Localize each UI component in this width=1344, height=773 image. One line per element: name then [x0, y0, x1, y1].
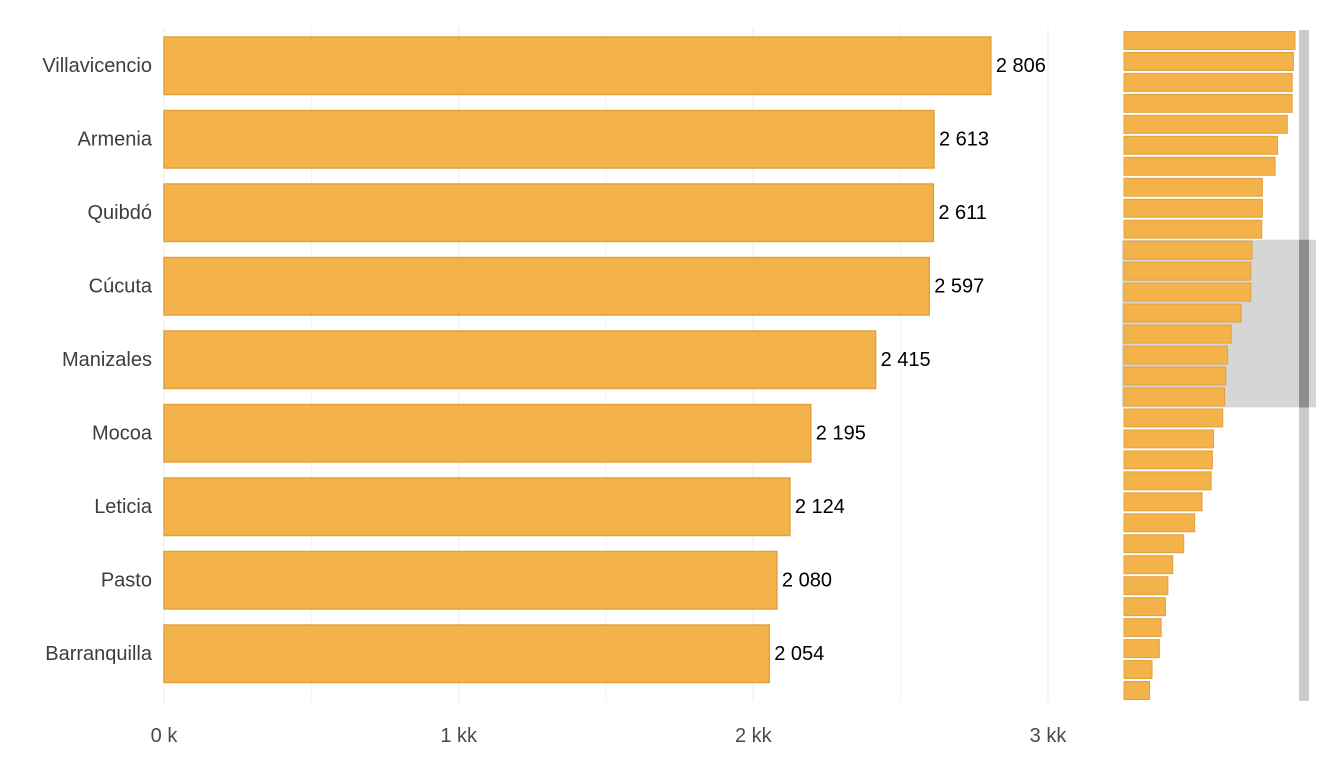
bar[interactable]: [163, 624, 770, 684]
overview-bar: [1123, 177, 1263, 197]
x-axis-ticks: 0 k 1 kk 2 kk 3 kk: [151, 725, 1068, 747]
overview-bar: [1123, 31, 1296, 50]
bar[interactable]: [163, 330, 877, 390]
bar[interactable]: [163, 477, 791, 537]
value-label: 2 080: [782, 569, 832, 591]
overview-bar: [1123, 618, 1162, 638]
overview-bar: [1123, 576, 1169, 596]
overview-bar: [1123, 366, 1227, 386]
overview-bar: [1123, 114, 1288, 134]
value-label: 2 124: [795, 496, 845, 518]
category-label: Manizales: [62, 349, 152, 371]
overview-bar: [1123, 408, 1224, 428]
x-tick-label: 0 k: [151, 725, 179, 747]
overview-bar: [1123, 471, 1212, 491]
overview-bar: [1123, 261, 1252, 281]
category-label: Pasto: [101, 569, 152, 591]
bars: [163, 36, 992, 684]
bar[interactable]: [163, 550, 778, 610]
overview-bar: [1123, 534, 1185, 554]
overview-bar: [1123, 387, 1226, 407]
bar[interactable]: [163, 36, 992, 96]
overview-bar: [1123, 429, 1215, 449]
x-tick-label: 3 kk: [1030, 725, 1068, 747]
value-label: 2 597: [934, 275, 984, 297]
overview-bar: [1123, 639, 1160, 659]
value-label: 2 195: [816, 422, 866, 444]
bar[interactable]: [163, 109, 935, 169]
category-label: Quibdó: [88, 202, 153, 224]
overview-bar: [1123, 660, 1153, 680]
overview-bar: [1123, 555, 1174, 575]
overview-bar: [1123, 135, 1279, 155]
bar[interactable]: [163, 256, 930, 316]
overview-bar: [1123, 156, 1276, 176]
category-labels: Villavicencio Armenia Quibdó Cúcuta Manizale…: [42, 55, 153, 665]
value-label: 2 806: [996, 55, 1046, 77]
overview-bar: [1123, 681, 1151, 700]
overview-bar: [1123, 198, 1263, 218]
category-label: Villavicencio: [42, 55, 152, 77]
overview-bar: [1123, 513, 1196, 533]
overview-bar: [1123, 282, 1252, 302]
category-label: Armenia: [78, 128, 153, 150]
overview-bar: [1123, 240, 1253, 260]
overview-bar: [1123, 51, 1294, 71]
category-label: Mocoa: [92, 422, 153, 444]
overview-bar: [1123, 345, 1229, 365]
value-label: 2 613: [939, 128, 989, 150]
overview-bar: [1123, 450, 1213, 470]
overview-navigator[interactable]: [1122, 30, 1316, 701]
scroll-thumb[interactable]: [1299, 239, 1309, 408]
overview-bar: [1123, 72, 1293, 92]
bar[interactable]: [163, 403, 812, 463]
overview-bar: [1123, 597, 1166, 617]
overview-bar: [1123, 492, 1203, 512]
category-label: Barranquilla: [45, 643, 153, 665]
value-labels: 2 806 2 613 2 611 2 597 2 415 2 195 2 124 2 080…: [774, 55, 1046, 665]
value-label: 2 415: [881, 349, 931, 371]
value-label: 2 611: [938, 202, 987, 224]
overview-bar: [1123, 93, 1293, 113]
overview-bar: [1123, 324, 1232, 344]
bar[interactable]: [163, 183, 935, 243]
overview-bar: [1123, 219, 1263, 239]
x-tick-label: 1 kk: [440, 725, 478, 747]
category-label: Cúcuta: [89, 275, 153, 297]
overview-bar: [1123, 303, 1242, 323]
value-label: 2 054: [774, 643, 824, 665]
category-label: Leticia: [94, 496, 153, 518]
x-tick-label: 2 kk: [735, 725, 773, 747]
